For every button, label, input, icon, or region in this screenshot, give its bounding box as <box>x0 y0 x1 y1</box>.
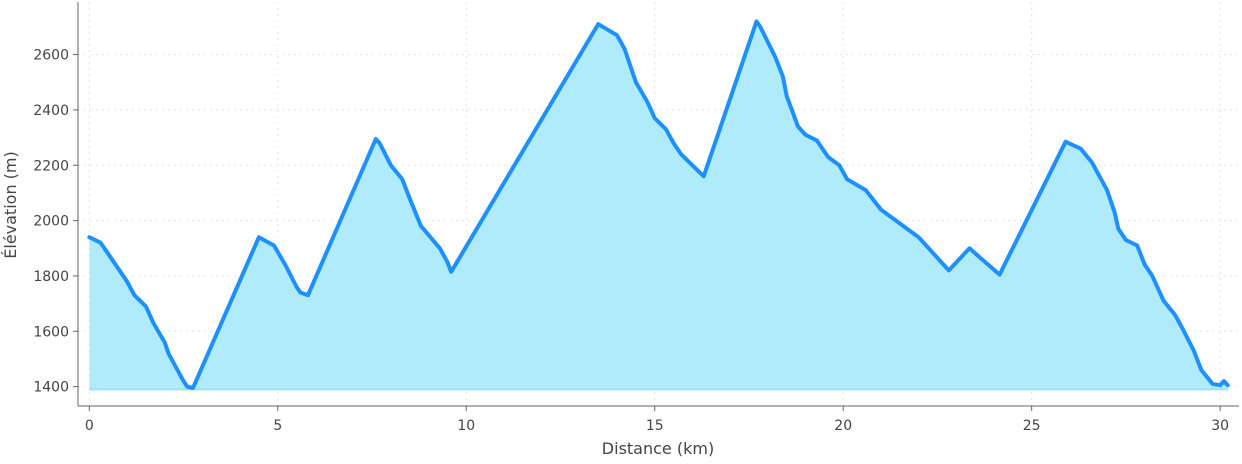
x-tick-label: 10 <box>457 418 475 434</box>
x-tick-label: 15 <box>646 418 664 434</box>
y-tick-label: 1800 <box>33 269 69 285</box>
x-tick-label: 20 <box>834 418 852 434</box>
x-tick-label: 30 <box>1211 418 1229 434</box>
y-tick-label: 2200 <box>33 158 69 174</box>
elevation-area-fill <box>89 21 1228 390</box>
elevation-line <box>87 19 1230 390</box>
ticks: 0 5 10 15 20 25 30 1400 1600 1800 2000 2200 2400 2600 <box>33 48 1229 434</box>
y-tick-label: 2000 <box>33 214 69 230</box>
x-axis-label: Distance (km) <box>602 439 714 458</box>
y-tick-label: 2400 <box>33 103 69 119</box>
y-tick-label: 1400 <box>33 380 69 396</box>
x-tick-label: 5 <box>273 418 282 434</box>
y-tick-label: 2600 <box>33 48 69 64</box>
y-tick-label: 1600 <box>33 324 69 340</box>
x-tick-label: 0 <box>85 418 94 434</box>
x-tick-label: 25 <box>1023 418 1041 434</box>
y-axis-label: Élévation (m) <box>1 151 20 258</box>
